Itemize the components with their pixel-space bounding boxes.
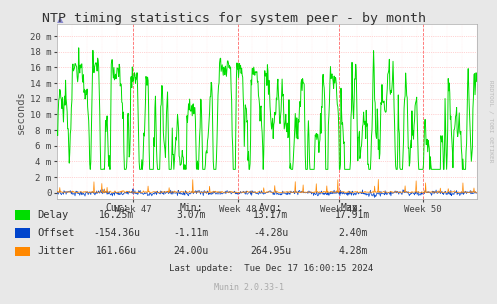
- Text: 24.00u: 24.00u: [174, 247, 209, 256]
- Text: 16.25m: 16.25m: [99, 210, 134, 220]
- Text: RRDTOOL / TOBI OETIKER: RRDTOOL / TOBI OETIKER: [488, 80, 493, 163]
- Text: 4.28m: 4.28m: [338, 247, 368, 256]
- Text: 13.17m: 13.17m: [253, 210, 288, 220]
- Text: Avg:: Avg:: [259, 203, 283, 213]
- Text: ▲: ▲: [57, 15, 64, 24]
- Y-axis label: seconds: seconds: [16, 90, 26, 133]
- Text: NTP timing statistics for system peer - by month: NTP timing statistics for system peer - …: [42, 12, 425, 25]
- Text: Munin 2.0.33-1: Munin 2.0.33-1: [214, 283, 283, 292]
- Text: 264.95u: 264.95u: [250, 247, 291, 256]
- Text: Cur:: Cur:: [105, 203, 129, 213]
- Text: 2.40m: 2.40m: [338, 228, 368, 238]
- Text: 3.07m: 3.07m: [176, 210, 206, 220]
- Text: Delay: Delay: [37, 210, 69, 220]
- Text: Max:: Max:: [341, 203, 365, 213]
- Text: Offset: Offset: [37, 228, 75, 238]
- Text: 161.66u: 161.66u: [96, 247, 137, 256]
- Text: Jitter: Jitter: [37, 247, 75, 256]
- Text: 17.91m: 17.91m: [335, 210, 370, 220]
- Text: -154.36u: -154.36u: [93, 228, 140, 238]
- Text: Min:: Min:: [179, 203, 203, 213]
- Text: -1.11m: -1.11m: [174, 228, 209, 238]
- Text: Last update:  Tue Dec 17 16:00:15 2024: Last update: Tue Dec 17 16:00:15 2024: [169, 264, 373, 273]
- Text: -4.28u: -4.28u: [253, 228, 288, 238]
